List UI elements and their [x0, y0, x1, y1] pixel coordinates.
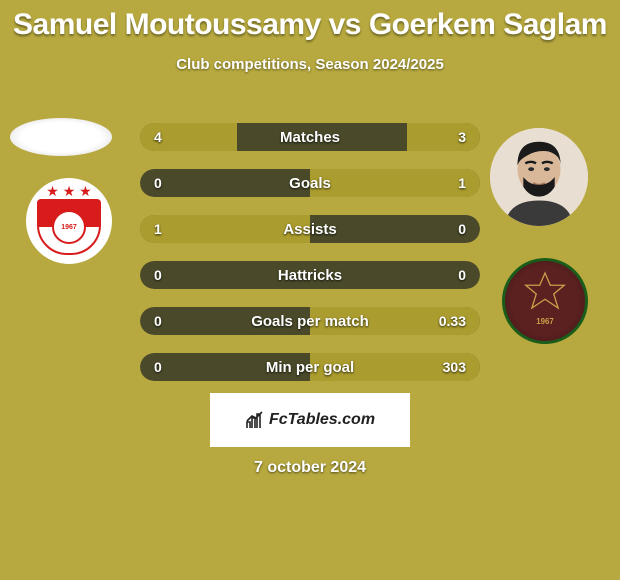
chart-icon [245, 410, 265, 430]
player-right-avatar [490, 128, 588, 226]
branding-badge: FcTables.com [210, 393, 410, 447]
subtitle: Club competitions, Season 2024/2025 [0, 56, 620, 73]
stat-label: Goals per match [140, 307, 480, 335]
stat-row: Assists1 0 [140, 215, 480, 243]
stat-value-right: 0 [458, 215, 466, 243]
stat-label: Goals [140, 169, 480, 197]
stat-value-left: 1 [154, 215, 162, 243]
stat-row: Hattricks0 0 [140, 261, 480, 289]
club-left-logo: ★ ★ ★ 1967 [26, 178, 112, 264]
stat-value-left: 4 [154, 123, 162, 151]
page-title: Samuel Moutoussamy vs Goerkem Saglam [0, 0, 620, 42]
date-label: 7 october 2024 [0, 459, 620, 477]
stat-label: Hattricks [140, 261, 480, 289]
stat-label: Matches [140, 123, 480, 151]
stat-value-left: 0 [154, 169, 162, 197]
stat-value-right: 0 [458, 261, 466, 289]
stat-row: Goals per match0 0.33 [140, 307, 480, 335]
player-left-avatar [10, 118, 112, 156]
stat-value-right: 1 [458, 169, 466, 197]
stat-value-right: 3 [458, 123, 466, 151]
stat-value-right: 303 [443, 353, 466, 381]
stat-value-left: 0 [154, 353, 162, 381]
stat-row: Matches4 3 [140, 123, 480, 151]
comparison-card: Samuel Moutoussamy vs Goerkem Saglam Clu… [0, 0, 620, 580]
star-icon: ★ ★ ★ [37, 183, 101, 200]
stat-label: Assists [140, 215, 480, 243]
stat-label: Min per goal [140, 353, 480, 381]
stat-row: Min per goal0 303 [140, 353, 480, 381]
stat-value-left: 0 [154, 307, 162, 335]
stat-value-left: 0 [154, 261, 162, 289]
stat-row: Goals0 1 [140, 169, 480, 197]
club-right-year: 1967 [536, 317, 554, 326]
club-left-year: 1967 [61, 224, 77, 231]
club-right-logo: 1967 [502, 258, 588, 344]
stats-bars: Matches43Goals01Assists10Hattricks00Goal… [140, 123, 480, 399]
stat-value-right: 0.33 [439, 307, 466, 335]
branding-text: FcTables.com [269, 411, 375, 429]
